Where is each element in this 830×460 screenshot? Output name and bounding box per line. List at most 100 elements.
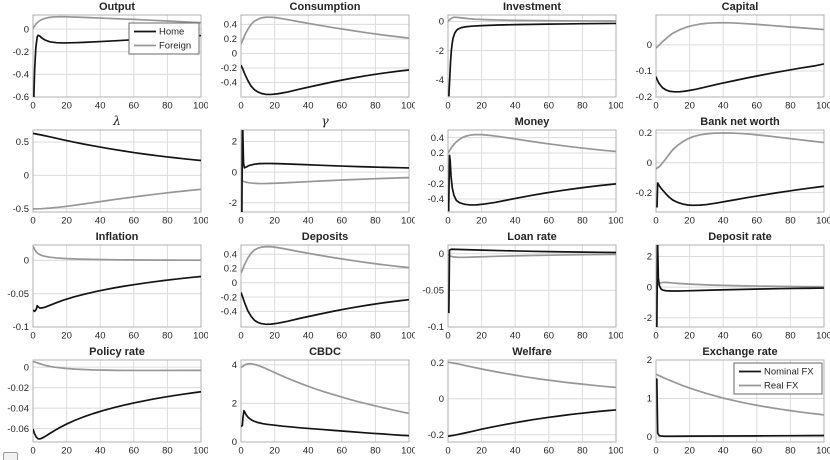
x-tick-label: 80 — [785, 331, 796, 342]
y-tick-label: -0.4 — [220, 307, 236, 318]
x-tick-label: 40 — [717, 331, 728, 342]
legend-label: Real FX — [764, 381, 799, 392]
x-tick-label: 20 — [61, 331, 72, 342]
x-tick-label: 0 — [445, 216, 450, 227]
y-tick-label: -0.02 — [7, 383, 29, 394]
axes-box — [240, 359, 409, 443]
x-tick-label: 60 — [129, 216, 140, 227]
x-tick-label: 0 — [653, 446, 658, 457]
axes-box — [655, 14, 824, 98]
x-tick-label: 100 — [608, 101, 622, 112]
x-tick-label: 80 — [577, 101, 588, 112]
axes-box — [32, 14, 202, 98]
x-tick-label: 0 — [653, 331, 658, 342]
x-tick-label: 40 — [510, 101, 521, 112]
x-tick-label: 80 — [162, 331, 173, 342]
deposits-plot: 0.4 0.2 0 -0.2 -0.4 0 20 40 60 80 100 Deposits — [220, 231, 416, 342]
series-foreign — [240, 176, 409, 185]
subplot-title: Policy rate — [89, 346, 145, 358]
x-tick-label: 60 — [336, 331, 347, 342]
subplot-title: Inflation — [96, 231, 139, 243]
x-tick-label: 20 — [476, 331, 487, 342]
x-tick-label: 80 — [162, 216, 173, 227]
x-tick-label: 40 — [717, 446, 728, 457]
y-tick-label: 2 — [646, 355, 651, 366]
y-tick-label: -0.05 — [422, 286, 444, 297]
y-tick-label: 0 — [231, 437, 236, 448]
series-foreign — [33, 360, 201, 372]
y-tick-label: -0.05 — [7, 289, 29, 300]
y-tick-label: 0 — [231, 278, 236, 289]
y-tick-label: 0 — [231, 167, 236, 178]
y-tick-label: -0.2 — [428, 430, 444, 441]
subplot-title: Bank net worth — [700, 116, 780, 128]
subplot-title: λ — [112, 115, 121, 128]
y-tick-label: 0.4 — [431, 133, 444, 144]
y-tick-label: 0 — [24, 256, 29, 267]
bank-net-worth-plot: 0.2 0 -0.2 0 20 40 60 80 100 Bank net worth — [635, 116, 830, 227]
x-tick-label: 40 — [302, 216, 313, 227]
x-tick-label: 60 — [544, 331, 555, 342]
series-foreign — [448, 361, 616, 389]
subplot-title: Deposit rate — [708, 231, 772, 243]
y-tick-label: -0.06 — [7, 424, 29, 435]
y-tick-label: 0 — [439, 164, 444, 175]
series-foreign — [33, 245, 201, 262]
x-tick-label: 40 — [510, 216, 521, 227]
x-tick-label: 100 — [401, 216, 415, 227]
y-tick-label: 2 — [231, 137, 236, 148]
series-home — [448, 409, 616, 438]
subplot-money: 0.4 0.2 0 -0.2 -0.4 0 20 40 60 80 100 Money — [415, 115, 624, 230]
y-tick-label: 0 — [439, 17, 444, 28]
subplot-title: Consumption — [289, 1, 360, 13]
x-tick-label: 60 — [544, 216, 555, 227]
subplot-policy-rate: 0 -0.02 -0.04 -0.06 0 20 40 60 80 100 Policy rate — [0, 345, 209, 460]
x-tick-label: 100 — [193, 331, 207, 342]
x-tick-label: 60 — [336, 216, 347, 227]
legend-box — [128, 22, 200, 55]
series-home — [448, 22, 616, 97]
subplot-deposit-rate: 2 0 -2 0 20 40 60 80 100 Deposit rate — [623, 230, 830, 345]
x-tick-label: 80 — [162, 101, 173, 112]
subplot-title: Capital — [721, 1, 758, 13]
x-tick-label: 0 — [30, 216, 35, 227]
x-tick-label: 0 — [30, 446, 35, 457]
x-tick-label: 100 — [193, 216, 207, 227]
subplot-inflation: 0 -0.05 -0.1 0 20 40 60 80 100 Inflation — [0, 230, 209, 345]
subplot-lambda: 0.5 0 -0.5 0 20 40 60 80 100 λ — [0, 113, 209, 230]
y-tick-label: -2 — [228, 198, 236, 209]
y-tick-label: -2 — [643, 313, 651, 324]
series-home — [240, 64, 409, 96]
x-tick-label: 20 — [61, 101, 72, 112]
x-tick-label: 100 — [193, 446, 207, 457]
x-tick-label: 40 — [95, 446, 106, 457]
y-tick-label: -0.5 — [13, 204, 29, 215]
series-foreign — [33, 15, 201, 30]
x-tick-label: 0 — [653, 216, 658, 227]
x-tick-label: 80 — [370, 216, 381, 227]
y-tick-label: -0.1 — [635, 66, 651, 77]
x-tick-label: 80 — [577, 331, 588, 342]
y-tick-label: -0.6 — [13, 92, 29, 103]
subplot-title: γ — [321, 115, 329, 128]
series-home — [655, 182, 824, 208]
axes-box — [447, 129, 617, 213]
series-foreign — [655, 132, 824, 170]
x-tick-label: 20 — [61, 216, 72, 227]
y-tick-label: -0.2 — [635, 188, 651, 199]
subplot-deposits: 0.4 0.2 0 -0.2 -0.4 0 20 40 60 80 100 Deposits — [208, 230, 416, 345]
x-tick-label: 80 — [577, 446, 588, 457]
y-tick-label: 0.2 — [638, 128, 651, 139]
x-tick-label: 20 — [684, 331, 695, 342]
x-tick-label: 20 — [476, 101, 487, 112]
subplot-title: CBDC — [309, 346, 341, 358]
y-tick-label: 0 — [24, 171, 29, 182]
series-foreign — [448, 133, 616, 154]
y-tick-label: -0.4 — [428, 194, 444, 205]
